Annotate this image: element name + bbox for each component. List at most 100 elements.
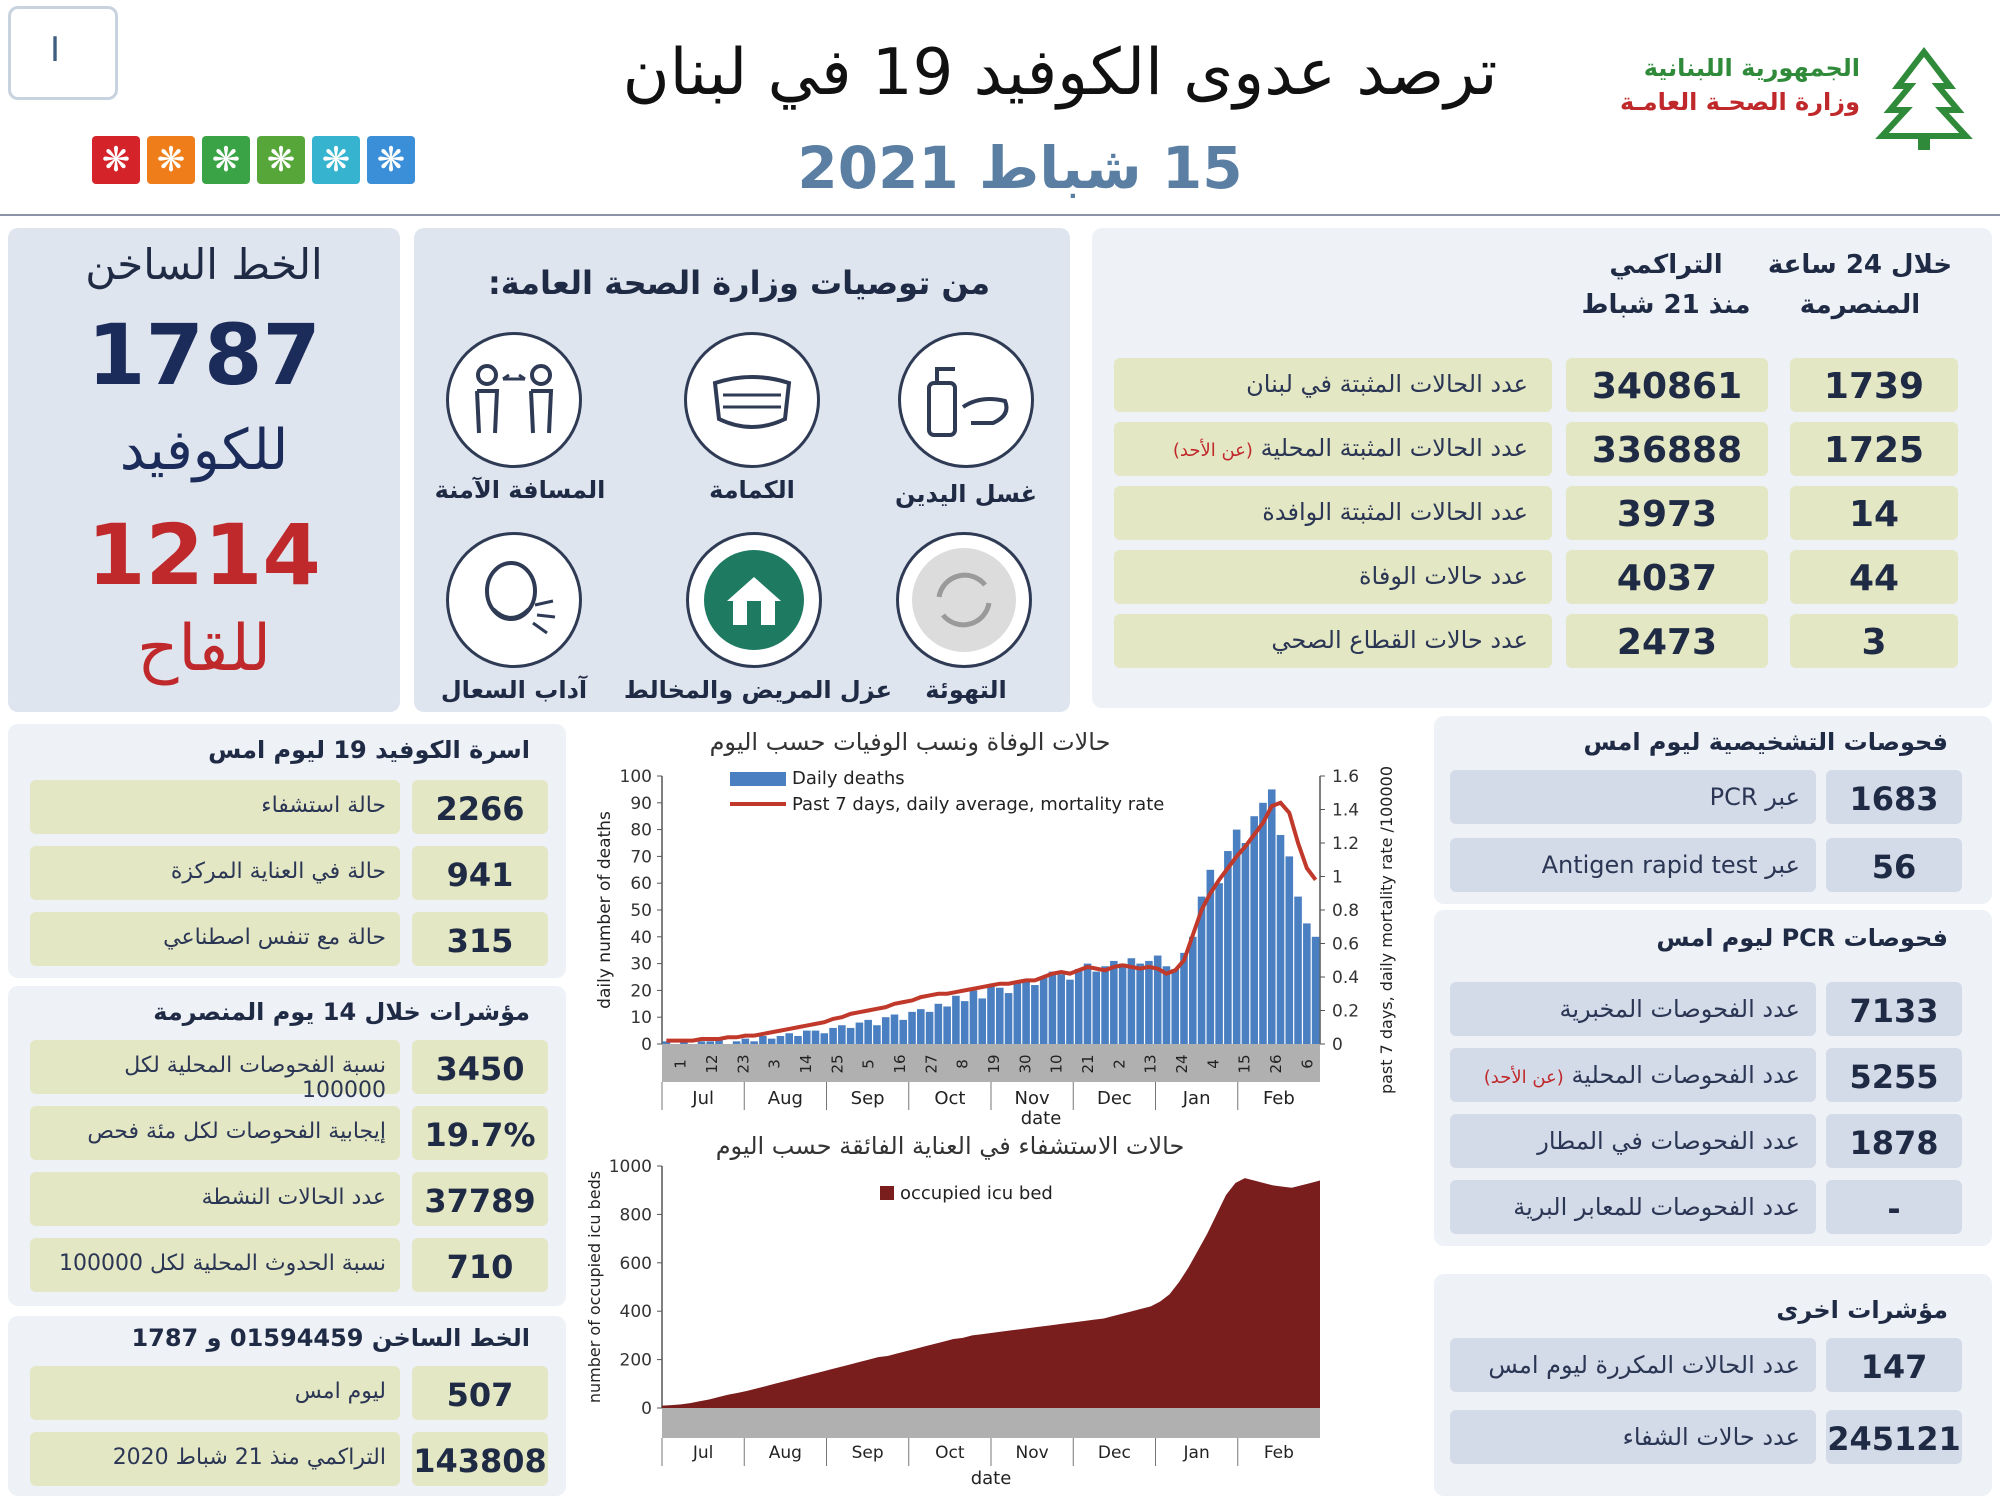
flower-icon: ❋ [367,136,415,184]
deaths-bar [1311,936,1320,1044]
pcr-row-label-bg [1450,1048,1816,1102]
flower-icon: ❋ [92,136,140,184]
deaths-bar [1048,971,1057,1044]
hotline_calls-row-label-bg [30,1432,400,1486]
deaths-bar [995,987,1004,1044]
case-row-note: (عن الأحد) [1172,440,1253,461]
deaths-bar [1110,960,1118,1044]
deaths-bar [1171,968,1180,1044]
x-tick-label: 23 [734,1054,752,1073]
pcr-row-label-bg [1450,1114,1816,1168]
month-label: Sep [852,1443,884,1463]
deaths-bar [1013,982,1022,1044]
deaths-bar [899,1019,908,1044]
month-label: Nov [1016,1443,1049,1463]
deaths-bar [1206,869,1215,1044]
hotline_calls-row-value-bg [412,1366,548,1420]
deaths-bar [1004,993,1013,1044]
rec-label-cough: آداب السعال [440,676,588,704]
deaths-bar [1039,977,1048,1044]
beds-row-label-bg [30,846,400,900]
y-tick-label: 0 [641,1399,652,1419]
mortality-rate-line [666,800,1318,1043]
indicators14-row-value: 37789 [424,1182,536,1220]
y-tick-label: 70 [630,847,652,867]
month-label: Dec [1097,1088,1132,1109]
icu-area [662,1178,1320,1408]
y2-tick-label: 0.6 [1332,935,1359,955]
deaths-bar [890,1014,899,1044]
pcr-row-label-bg [1450,982,1816,1036]
indicators14-row-label-bg [30,1106,400,1160]
month-label: Feb [1263,1088,1295,1109]
rec-label-distance: المسافة الآمنة [434,476,606,504]
hotline-calls-title: الخط الساخن 01594459 و 1787 [131,1324,530,1352]
y2-tick-label: 1.6 [1332,767,1359,787]
y2-tick-label: 0.4 [1332,968,1359,988]
indicators14-row-label-bg [30,1040,400,1094]
other-row-label-text: عدد الحالات المكررة ليوم امس [1488,1351,1800,1379]
diagnostic-row-value: 56 [1871,848,1917,886]
other-row-value: 245121 [1827,1420,1961,1458]
x-tick-label: 3 [766,1059,784,1069]
corner-label: I [50,30,61,70]
case-cumulative-bg [1566,550,1768,604]
pcr-row-label-text: عدد الفحوصات المخبرية [1559,995,1800,1023]
x-tick-label: 15 [1236,1054,1254,1073]
month-label: Jan [1183,1443,1210,1463]
deaths-chart: 0 10 20 30 40 50 60 70 80 90 100 0 0.2 0.4 0.6 0.8 1 1.2 1… [595,766,1396,1129]
x-tick-label: 6 [1298,1059,1316,1069]
other-row-label: عدد حالات الشفاء [1460,1423,1800,1451]
legend-label-deaths: Daily deaths [792,768,905,789]
case-row-label: عدد الحالات المثبتة في لبنان [1120,370,1528,398]
beds-row-label-bg [30,780,400,834]
indicators14-row-value-bg [412,1106,548,1160]
case-cumulative-value: 2473 [1616,622,1718,663]
case-daily-value: 1725 [1823,430,1925,471]
rec-label-mask: الكمامة [709,476,795,504]
pcr-row-label: عدد الفحوصات للمعابر البرية [1460,1193,1800,1221]
other-row-label: عدد الحالات المكررة ليوم امس [1460,1351,1800,1379]
deaths-bar [776,1035,785,1044]
deaths-bar [750,1041,758,1044]
beds-title: اسرة الكوفيد 19 ليوم امس [208,736,530,764]
deaths-bar [987,985,995,1044]
distance-icon [446,332,582,468]
x-tick-label: 2 [1110,1059,1128,1069]
hotline_calls-row-value-bg [412,1432,548,1486]
y-tick-label: 800 [620,1205,652,1225]
header-divider [0,214,2000,216]
deaths-bar [1180,952,1188,1044]
deaths-bar [759,1035,767,1044]
beds-row-value-bg [412,912,548,966]
deaths-bar [1197,896,1206,1044]
y-axis-label: number of occupied icu beds [585,1171,604,1403]
case-row-label-bg [1114,614,1552,668]
case-cumulative-value: 340861 [1591,366,1743,407]
pcr-row-note: (عن الأحد) [1483,1067,1564,1088]
case-row-label: عدد الحالات المثبتة الوافدة [1120,498,1528,526]
deaths-bar [820,1033,829,1044]
x-tick-label: 8 [954,1059,972,1069]
case-cumulative-bg [1566,614,1768,668]
deaths-bar [908,1011,916,1044]
deaths-bar [1092,971,1101,1044]
report-date: 15 شباط 2021 [797,134,1243,202]
month-label: Sep [851,1088,885,1109]
hotline-title: الخط الساخن [85,240,323,289]
beds-row-label: حالة في العناية المركزة [170,859,386,884]
y-tick-label: 80 [630,821,652,841]
deaths-bar [1153,955,1162,1044]
y2-tick-label: 0 [1332,1035,1343,1055]
cedar-logo-icon [1875,47,1973,150]
case-daily-value: 3 [1861,622,1887,663]
indicators14-row-value-bg [412,1172,548,1226]
pcr-row-label: عدد الفحوصات في المطار [1460,1127,1800,1155]
deaths-bar [706,1041,715,1044]
x-tick-label: 30 [1016,1054,1034,1073]
covid-hotline-number: 1787 [87,306,321,404]
col-header-cum-1: التراكمي [1609,250,1723,280]
month-label: Nov [1015,1088,1050,1109]
y2-tick-label: 1.2 [1332,834,1359,854]
case-cumulative-value: 3973 [1616,494,1718,535]
